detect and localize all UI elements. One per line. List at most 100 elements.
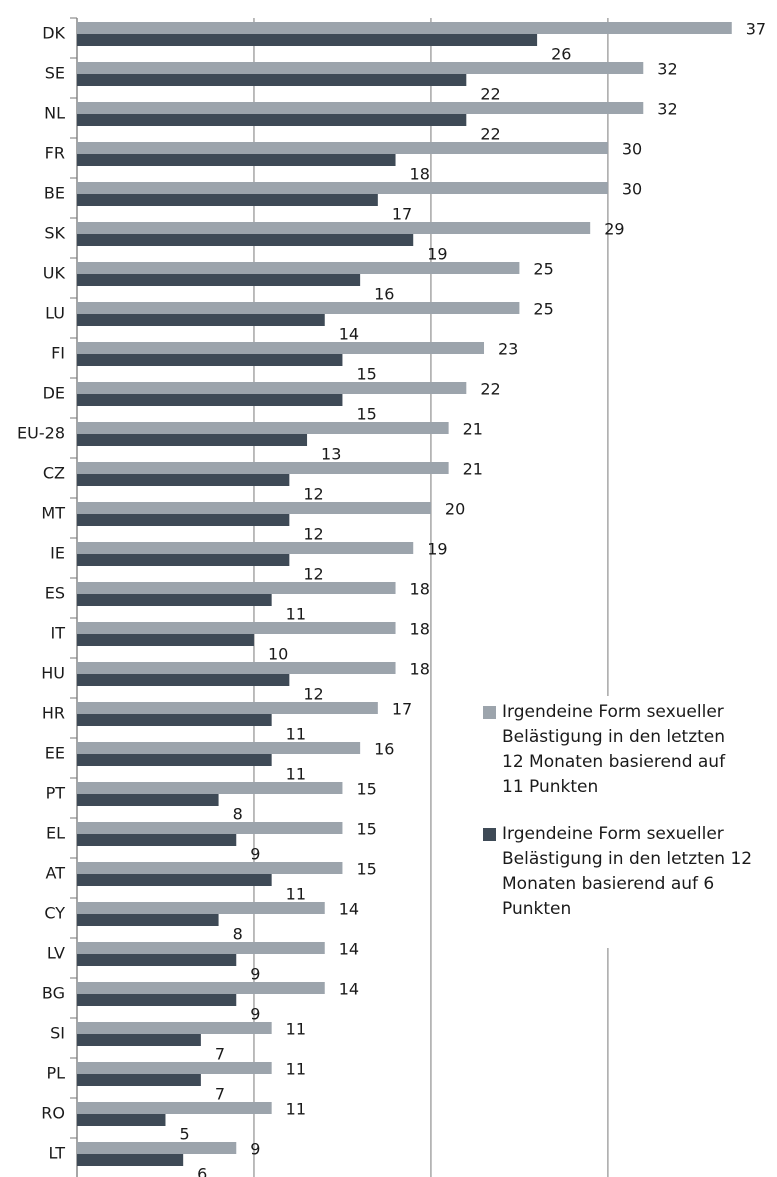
y-tick-label: SI [50, 1024, 65, 1043]
value-label: 11 [286, 605, 306, 624]
y-tick-label: LV [47, 944, 65, 963]
value-label: 10 [268, 645, 288, 664]
legend-swatch [483, 828, 496, 841]
value-label: 32 [657, 100, 677, 119]
y-tick-label: DE [43, 384, 65, 403]
bar [77, 742, 361, 754]
legend-item: Irgendeine Form sexueller Belästigung in… [480, 700, 770, 800]
value-label: 16 [374, 285, 394, 304]
value-label: 25 [533, 300, 553, 319]
bar [77, 1142, 237, 1154]
value-label: 12 [303, 565, 323, 584]
value-label: 15 [356, 860, 376, 879]
y-tick-label: IT [51, 624, 66, 643]
bar [77, 514, 290, 526]
y-tick-label: PT [46, 784, 66, 803]
bar [77, 1154, 184, 1166]
y-tick-label: FI [51, 344, 65, 363]
y-tick-label: LT [49, 1144, 66, 1163]
y-tick-label: EU-28 [17, 424, 65, 443]
bar [77, 874, 272, 886]
y-tick-label: SE [45, 64, 65, 83]
value-label: 13 [321, 445, 341, 464]
bar [77, 634, 254, 646]
value-label: 8 [233, 925, 243, 944]
value-label: 18 [410, 580, 430, 599]
bar [77, 1062, 272, 1074]
y-tick-label: SK [44, 224, 65, 243]
bar [77, 554, 290, 566]
bar [77, 314, 325, 326]
y-tick-label: RO [41, 1104, 65, 1123]
value-label: 11 [286, 765, 306, 784]
y-tick-label: DK [42, 24, 65, 43]
value-label: 9 [250, 965, 260, 984]
legend-label: Irgendeine Form sexueller Belästigung in… [502, 702, 726, 797]
value-label: 9 [250, 1140, 260, 1159]
bar [77, 902, 325, 914]
bar [77, 822, 343, 834]
bar [77, 34, 538, 46]
value-label: 21 [463, 460, 483, 479]
value-label: 18 [410, 620, 430, 639]
legend: Irgendeine Form sexueller Belästigung in… [480, 696, 770, 948]
value-label: 18 [410, 165, 430, 184]
y-tick-label: HR [42, 704, 65, 723]
legend-item: Irgendeine Form sexueller Belästigung in… [480, 822, 770, 922]
value-label: 7 [215, 1085, 225, 1104]
bar [77, 1074, 201, 1086]
bar [77, 942, 325, 954]
bar [77, 354, 343, 366]
bar [77, 74, 467, 86]
value-label: 12 [303, 485, 323, 504]
bar [77, 582, 396, 594]
value-label: 11 [286, 1100, 306, 1119]
bar [77, 994, 237, 1006]
value-label: 14 [339, 940, 359, 959]
bar [77, 274, 361, 286]
bar [77, 674, 290, 686]
value-label: 18 [410, 660, 430, 679]
value-label: 19 [427, 540, 447, 559]
value-label: 16 [374, 740, 394, 759]
y-tick-label: PL [46, 1064, 65, 1083]
bar [77, 714, 272, 726]
bar [77, 462, 449, 474]
bar [77, 702, 378, 714]
bar [77, 594, 272, 606]
value-label: 7 [215, 1045, 225, 1064]
bar [77, 862, 343, 874]
value-label: 12 [303, 525, 323, 544]
y-tick-label: IE [50, 544, 65, 563]
bar [77, 754, 272, 766]
value-label: 37 [746, 20, 766, 39]
bar [77, 1034, 201, 1046]
bar [77, 222, 591, 234]
value-label: 26 [551, 45, 571, 64]
value-label: 20 [445, 500, 465, 519]
value-label: 5 [179, 1125, 189, 1144]
bar [77, 234, 414, 246]
y-tick-label: EL [46, 824, 65, 843]
bar [77, 1022, 272, 1034]
value-label: 14 [339, 325, 359, 344]
bar [77, 434, 308, 446]
value-label: 9 [250, 1005, 260, 1024]
bar [77, 502, 431, 514]
value-label: 12 [303, 685, 323, 704]
value-label: 23 [498, 340, 518, 359]
value-label: 8 [233, 805, 243, 824]
value-label: 14 [339, 980, 359, 999]
value-label: 22 [480, 380, 500, 399]
bar [77, 102, 644, 114]
legend-label: Irgendeine Form sexueller Belästigung in… [502, 824, 753, 919]
value-label: 30 [622, 140, 642, 159]
value-label: 11 [286, 725, 306, 744]
bar [77, 1102, 272, 1114]
bar [77, 622, 396, 634]
value-label: 22 [480, 125, 500, 144]
value-label: 11 [286, 1060, 306, 1079]
bar [77, 194, 378, 206]
